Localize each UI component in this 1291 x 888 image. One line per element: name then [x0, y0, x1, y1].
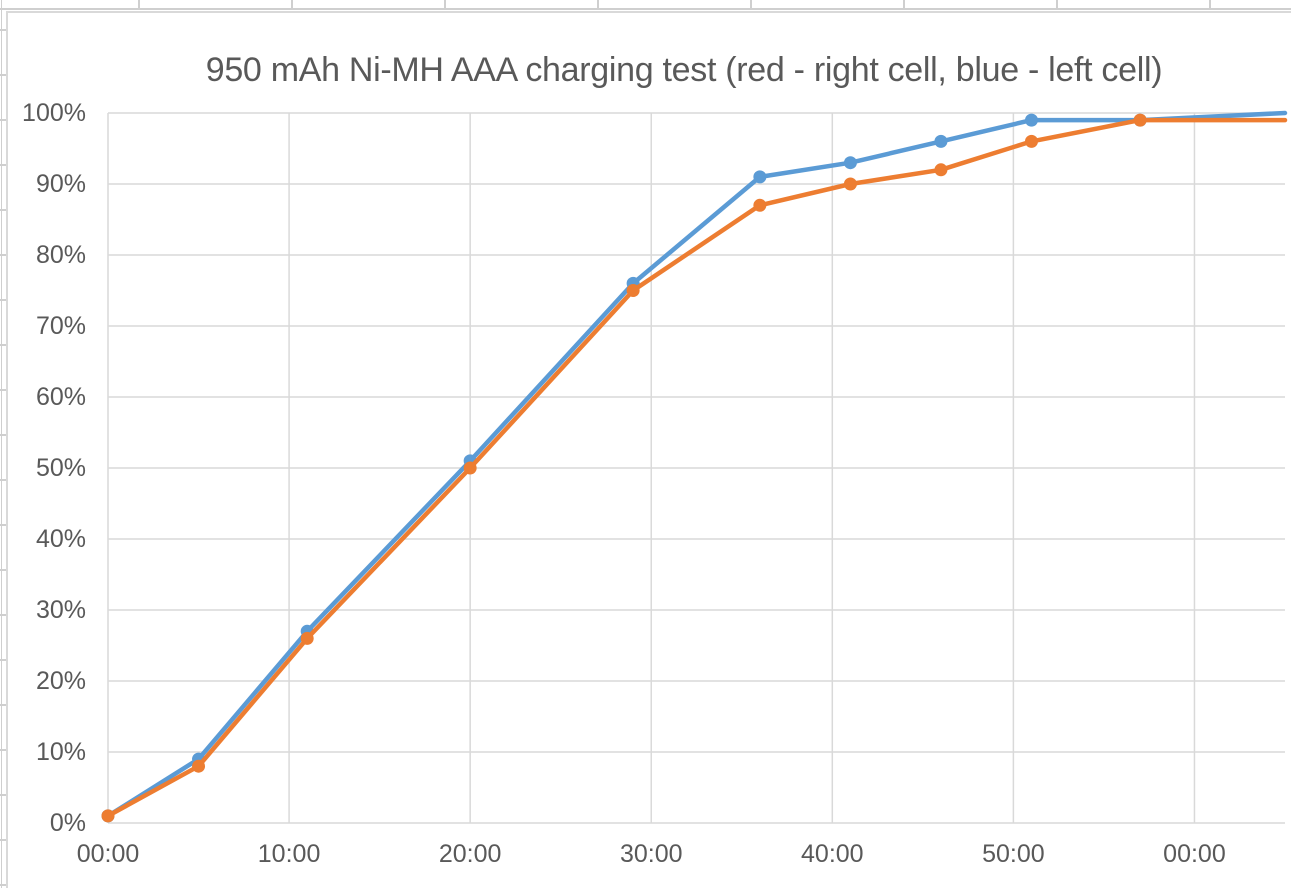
data-point-marker	[1024, 134, 1038, 148]
y-tick-label: 50%	[35, 454, 86, 482]
worksheet-gridline	[0, 569, 6, 571]
worksheet-gridline	[0, 74, 6, 76]
worksheet-gridline	[0, 389, 6, 391]
worksheet-gridline	[0, 8, 1291, 10]
worksheet-gridline	[0, 0, 2, 888]
x-tick-label: 00:00	[76, 840, 140, 868]
y-tick-label: 30%	[35, 596, 86, 624]
x-tick-label: 20:00	[438, 840, 502, 868]
worksheet-gridline	[0, 434, 6, 436]
data-point-marker	[300, 631, 314, 645]
data-point-marker	[753, 198, 767, 212]
worksheet-gridline	[0, 164, 6, 166]
data-point-marker	[1133, 113, 1147, 127]
x-tick-label: 40:00	[801, 840, 864, 868]
x-tick-label: 50:00	[982, 840, 1045, 868]
worksheet-gridline	[1209, 0, 1211, 8]
data-point-marker	[1024, 113, 1038, 127]
worksheet-gridline	[0, 299, 6, 301]
worksheet-gridline	[0, 659, 6, 661]
worksheet-gridline	[597, 0, 599, 8]
x-tick-label: 00:00	[1163, 840, 1226, 868]
data-point-marker	[934, 163, 948, 177]
worksheet-gridline	[291, 0, 293, 8]
worksheet-gridline	[0, 119, 6, 121]
data-point-marker	[101, 809, 115, 823]
worksheet-gridline	[0, 794, 6, 796]
worksheet-gridline	[138, 0, 140, 8]
worksheet-gridline	[0, 704, 6, 706]
worksheet-gridline	[0, 614, 6, 616]
worksheet-gridline	[0, 29, 6, 31]
worksheet-gridline	[750, 0, 752, 8]
y-tick-label: 20%	[35, 667, 86, 695]
worksheet-gridline	[0, 209, 6, 211]
worksheet-gridline	[0, 749, 6, 751]
worksheet-gridline	[0, 344, 6, 346]
worksheet-gridline	[0, 479, 6, 481]
x-tick-label: 30:00	[619, 840, 683, 868]
data-point-marker	[753, 170, 767, 184]
data-point-marker	[843, 156, 857, 170]
worksheet-gridline	[1056, 0, 1058, 8]
worksheet-gridline	[903, 0, 905, 8]
worksheet-gridline	[0, 839, 6, 841]
data-point-marker	[934, 134, 948, 148]
y-tick-label: 60%	[35, 383, 86, 411]
y-tick-label: 40%	[35, 525, 86, 553]
y-tick-label: 0%	[49, 809, 86, 837]
data-point-marker	[626, 284, 640, 297]
data-point-marker	[843, 177, 857, 191]
worksheet-gridline	[444, 0, 446, 8]
y-tick-label: 90%	[35, 170, 86, 198]
worksheet-gridline	[0, 884, 6, 886]
x-tick-label: 10:00	[257, 840, 321, 868]
y-tick-label: 70%	[35, 312, 86, 340]
data-point-marker	[463, 461, 477, 475]
worksheet-gridline	[0, 254, 6, 256]
data-point-marker	[192, 759, 206, 773]
worksheet-gridline	[0, 524, 6, 526]
y-tick-label: 80%	[35, 241, 86, 269]
series-line-left-cell	[105, 110, 1288, 819]
y-tick-label: 10%	[35, 738, 86, 766]
y-tick-label: 100%	[22, 99, 86, 127]
chart-title: 950 mAh Ni-MH AAA charging test (red - r…	[205, 51, 1163, 89]
